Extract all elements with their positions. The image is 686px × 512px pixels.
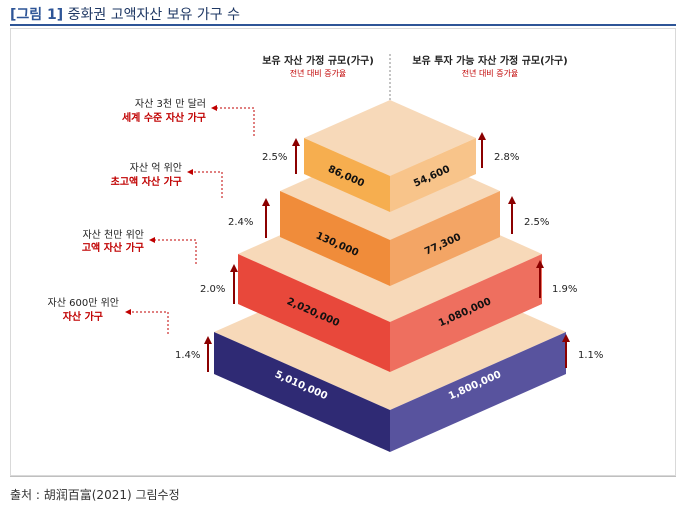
tier-4-label: 자산 600만 위안 자산 가구 xyxy=(48,296,169,334)
tier-4-right-face xyxy=(390,332,566,452)
tier-1-right-face xyxy=(390,138,476,212)
tier-4-left-growth-arrowhead xyxy=(204,336,212,344)
tier-1-label: 자산 3천 만 달러 세계 수준 자산 가구 xyxy=(122,98,255,136)
tier-3-left-growth-arrowhead xyxy=(230,264,238,272)
tier-3-right-growth: 1.9% xyxy=(552,284,577,295)
tier-2-right-growth-arrowhead xyxy=(508,196,516,204)
tier-3-left-face xyxy=(238,254,390,372)
tier-3-left-growth: 2.0% xyxy=(200,284,225,295)
tier-3-leader xyxy=(149,237,197,264)
tier-2-left-face xyxy=(280,191,390,286)
source-note: 출처 : 胡润百富(2021) 그림수정 xyxy=(10,488,180,502)
tier-1-right-growth: 2.8% xyxy=(494,152,519,163)
tier-1-label-line2: 세계 수준 자산 가구 xyxy=(122,111,206,124)
tier-2-label-line2: 초고액 자산 가구 xyxy=(111,175,182,188)
source-rule xyxy=(10,476,676,477)
tier-4-right-growth: 1.1% xyxy=(578,350,603,361)
tier-1-left-growth-arrowhead xyxy=(292,138,300,146)
tier-3-label-line2: 고액 자산 가구 xyxy=(82,241,144,254)
tier-3-label-line1: 자산 천만 위안 xyxy=(82,228,144,241)
tier-4-left-face xyxy=(214,332,390,452)
right-header-title: 보유 투자 가능 자산 가정 규모(가구) xyxy=(412,54,567,67)
tier-2-left-growth: 2.4% xyxy=(228,217,253,228)
tier-4-label-line2: 자산 가구 xyxy=(63,310,103,323)
tier-1-left-growth: 2.5% xyxy=(262,152,287,163)
tier-2-right-face xyxy=(390,191,500,286)
tier-2-label: 자산 억 위안 초고액 자산 가구 xyxy=(111,161,223,198)
right-header-sub: 전년 대비 증가율 xyxy=(462,68,519,78)
tier-1: 86,000 54,600 xyxy=(304,100,476,212)
tier-2-label-line1: 자산 억 위안 xyxy=(130,161,182,174)
figure-number: [그림 1] xyxy=(10,7,64,23)
tier-1-left-face xyxy=(304,138,390,212)
tier-1-leader xyxy=(211,105,255,136)
tier-1-right-growth-arrowhead xyxy=(478,132,486,140)
figure-title: [그림 1] 중화권 고액자산 보유 가구 수 xyxy=(10,4,240,24)
tier-3-label: 자산 천만 위안 고액 자산 가구 xyxy=(82,228,197,264)
tier-1-label-line1: 자산 3천 만 달러 xyxy=(135,98,206,110)
tier-4-left-growth: 1.4% xyxy=(175,350,200,361)
tier-4-label-line1: 자산 600만 위안 xyxy=(48,296,119,309)
tier-2-leader xyxy=(187,169,223,198)
title-rule xyxy=(10,24,676,26)
tier-4-leader xyxy=(125,309,169,334)
right-growth-markers: 2.8% 2.5% 1.9% 1.1% xyxy=(478,132,603,368)
left-header-sub: 전년 대비 증가율 xyxy=(290,68,347,78)
tier-4-right-growth-arrowhead xyxy=(562,334,570,342)
tier-2-left-growth-arrowhead xyxy=(262,198,270,206)
left-header-title: 보유 자산 가정 규모(가구) xyxy=(262,54,374,67)
figure-title-text: 중화권 고액자산 보유 가구 수 xyxy=(67,7,241,23)
tier-2-right-growth: 2.5% xyxy=(524,217,549,228)
tier-3-right-growth-arrowhead xyxy=(536,260,544,268)
tier-3-right-face xyxy=(390,254,542,372)
left-growth-markers: 2.5% 2.4% 2.0% 1.4% xyxy=(175,138,300,372)
